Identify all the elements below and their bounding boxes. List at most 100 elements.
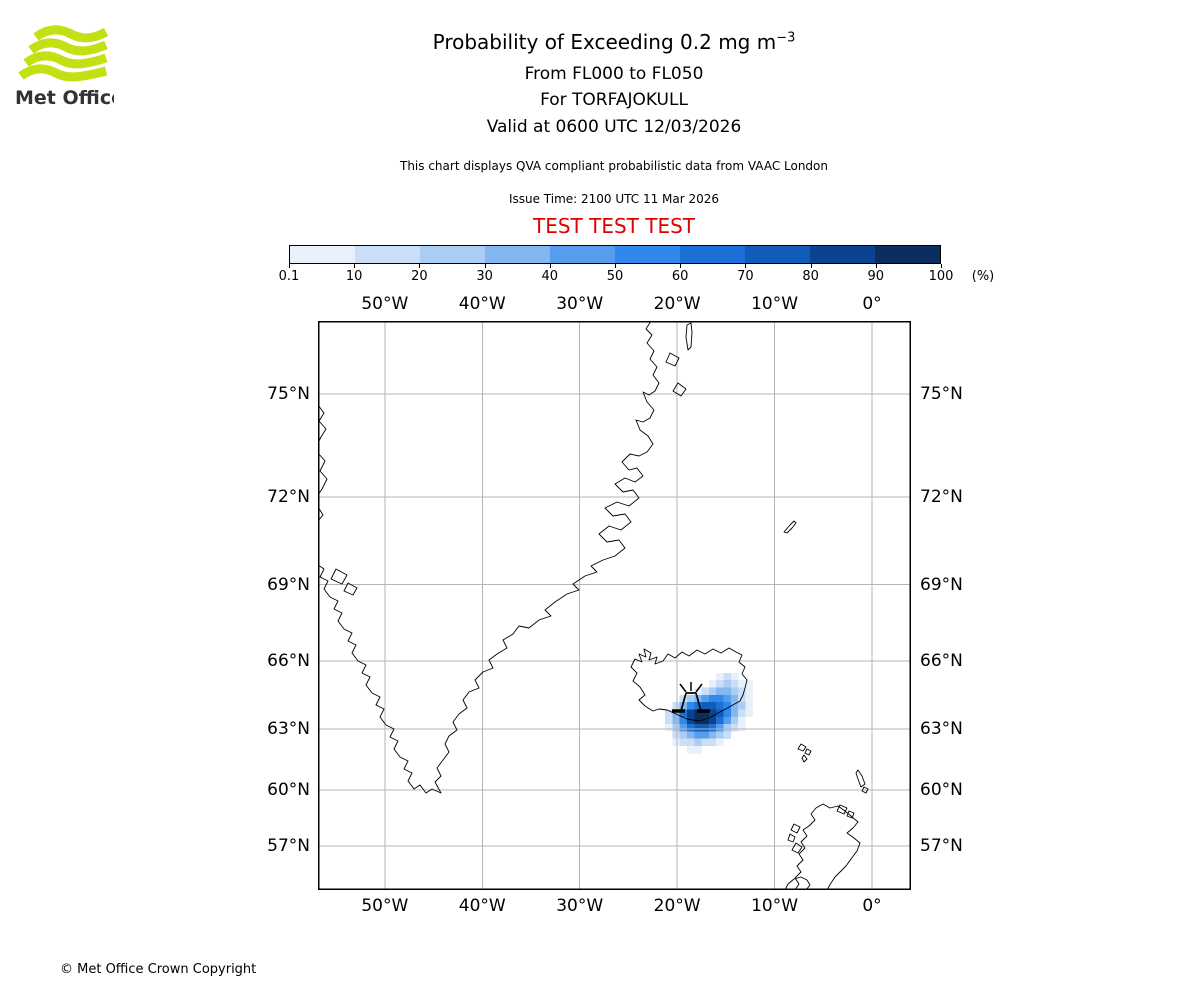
test-banner: TEST TEST TEST — [532, 214, 695, 238]
colorbar-tick — [289, 264, 290, 268]
probability-cell — [672, 731, 680, 739]
probability-cell — [694, 746, 702, 754]
probability-cell — [716, 731, 724, 739]
lat-tick-label-left: 72°N — [267, 487, 310, 507]
probability-cell — [708, 724, 717, 732]
probability-cell — [694, 738, 702, 747]
probability-cell — [701, 709, 710, 717]
met-office-logo: Met Office — [15, 25, 114, 109]
probability-cell — [716, 738, 724, 747]
island-hebrides — [791, 842, 803, 854]
colorbar-segment — [355, 246, 420, 263]
lat-tick-label-right: 66°N — [920, 650, 963, 671]
probability-cell — [694, 709, 702, 717]
probability-cell — [745, 709, 753, 717]
probability-cell — [723, 687, 731, 695]
qva-description: This chart displays QVA compliant probab… — [400, 159, 828, 173]
lon-tick-label-top: 30°W — [556, 294, 604, 314]
probability-cell — [738, 680, 746, 688]
probability-cell — [723, 672, 731, 681]
probability-cell — [730, 694, 739, 703]
coastline-iceland — [630, 647, 748, 722]
colorbar-tick — [810, 264, 812, 268]
volcano-eruption-icon — [672, 682, 710, 713]
probability-cell — [686, 709, 695, 717]
probability-cell — [738, 687, 746, 695]
lat-tick-label-right: 69°N — [920, 574, 963, 595]
probability-cell — [686, 738, 695, 747]
probability-cell — [694, 687, 702, 695]
probability-cell — [694, 724, 702, 732]
probability-cell — [679, 724, 688, 732]
probability-cell — [665, 716, 673, 725]
probability-cell — [738, 694, 746, 703]
probability-cell — [694, 702, 702, 710]
colorbar-segment — [485, 246, 550, 263]
colorbar-tick — [941, 264, 942, 268]
island-greenland-west — [343, 582, 358, 596]
graticule-gridlines — [318, 321, 911, 890]
colorbar-tick-label: 0.1 — [278, 269, 300, 284]
probability-cell — [665, 709, 673, 717]
probability-cell — [665, 724, 673, 732]
coastline-scotland — [794, 803, 861, 891]
probability-cell — [686, 716, 695, 725]
island-hebrides — [787, 833, 796, 843]
lat-tick-label-left: 63°N — [267, 718, 310, 739]
coastlines — [317, 320, 869, 891]
probability-cell — [738, 709, 746, 717]
probability-cell — [701, 702, 710, 710]
probability-cell — [738, 702, 746, 710]
lat-tick-label-right: 63°N — [920, 718, 963, 739]
island-shetland — [861, 786, 869, 794]
subtitle-valid-time: Valid at 0600 UTC 12/03/2026 — [486, 117, 742, 137]
colorbar-tick — [680, 264, 682, 268]
probability-cell — [730, 687, 739, 695]
island-faroes — [801, 754, 808, 763]
probability-cell — [723, 731, 731, 739]
probability-cell — [708, 731, 717, 739]
probability-cell — [738, 716, 746, 725]
probability-cell — [694, 731, 702, 739]
probability-cell — [716, 680, 724, 688]
probability-cell — [701, 724, 710, 732]
island-greenland-ne — [672, 382, 687, 397]
probability-cell — [730, 680, 739, 688]
lat-tick-label-right: 75°N — [920, 383, 963, 404]
probability-cell — [672, 709, 680, 717]
probability-cell — [708, 694, 717, 703]
map-area — [317, 320, 911, 891]
logo-text: Met Office — [15, 87, 114, 109]
colorbar-tick — [615, 264, 616, 268]
probability-cell — [679, 702, 688, 710]
probability-cell — [701, 716, 710, 725]
colorbar-segment — [680, 246, 745, 263]
lat-tick-label-right: 60°N — [920, 780, 963, 801]
lon-tick-label-bottom: 30°W — [556, 896, 604, 916]
lon-tick-label-bottom: 50°W — [361, 896, 409, 916]
colorbar-segment — [875, 246, 940, 263]
colorbar-tick-label: 20 — [411, 269, 428, 284]
probability-cell — [730, 724, 739, 732]
copyright-notice: © Met Office Crown Copyright — [60, 962, 257, 977]
probability-cell — [730, 702, 739, 710]
coastline-greenland-fragment — [317, 506, 324, 522]
probability-cell — [701, 731, 710, 739]
probability-cell — [716, 672, 724, 681]
map-frame — [318, 321, 911, 890]
probability-cell — [686, 731, 695, 739]
probability-cell — [723, 694, 731, 703]
island-orkney — [846, 810, 855, 819]
island-faroes — [804, 748, 812, 756]
probability-cell — [723, 680, 731, 688]
probability-cell — [738, 724, 746, 732]
lon-tick-label-top: 0° — [862, 294, 882, 314]
probability-cell — [672, 702, 680, 710]
probability-cell — [686, 724, 695, 732]
colorbar-tick-label: 10 — [345, 269, 363, 284]
page-title: Probability of Exceeding 0.2 mg m−3 — [432, 30, 796, 54]
probability-cell — [716, 716, 724, 725]
colorbar-segment — [420, 246, 485, 263]
probability-cell — [716, 709, 724, 717]
